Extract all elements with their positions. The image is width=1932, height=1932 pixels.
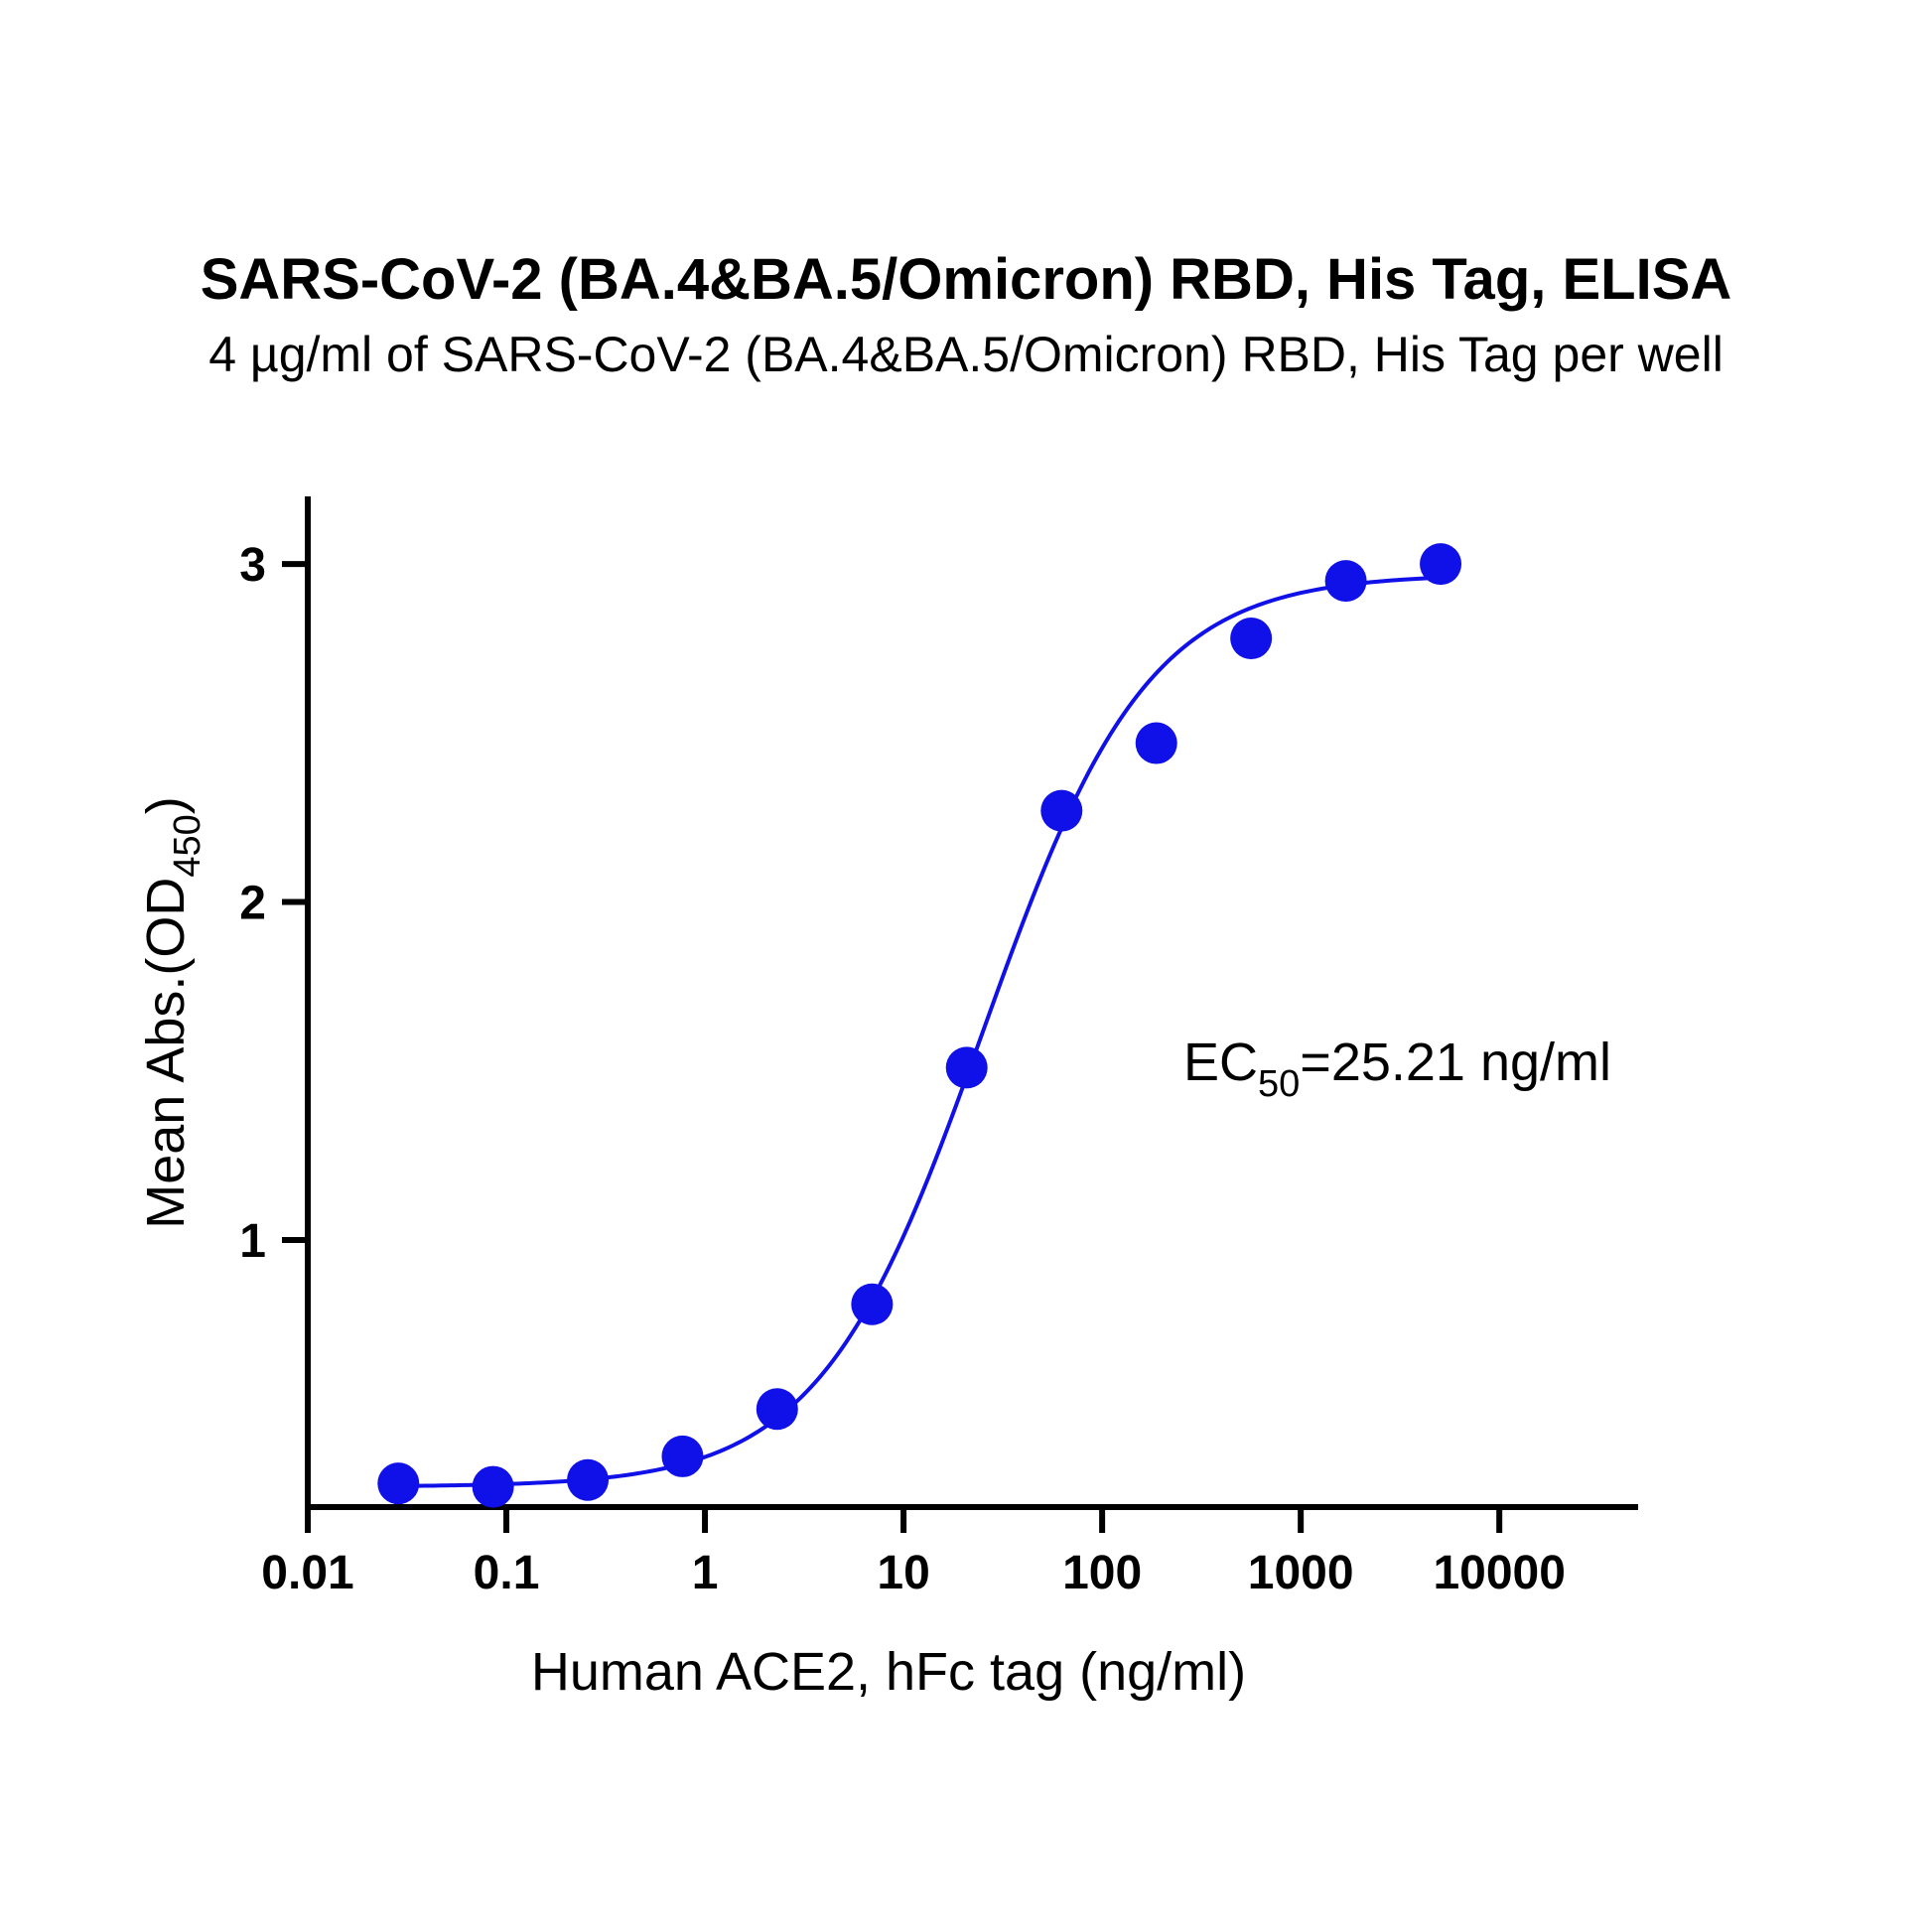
y-axis-title-close: ) — [136, 796, 196, 814]
data-point — [472, 1465, 514, 1508]
x-tick-label: 0.01 — [261, 1547, 353, 1599]
y-tick-label: 1 — [239, 1215, 266, 1268]
y-tick-label: 3 — [239, 539, 266, 592]
chart-subtitle: 4 µg/ml of SARS-CoV-2 (BA.4&BA.5/Omicron… — [208, 327, 1724, 382]
x-axis-title: Human ACE2, hFc tag (ng/ml) — [531, 1642, 1246, 1702]
y-axis-title: Mean Abs.(OD450) — [136, 796, 208, 1229]
y-tick-label: 2 — [239, 878, 266, 930]
data-point — [1040, 789, 1083, 832]
data-point — [756, 1388, 798, 1431]
x-tick-label: 100 — [1062, 1547, 1142, 1599]
fit-curve — [398, 575, 1442, 1488]
data-point — [661, 1435, 704, 1477]
y-axis-title-sub: 450 — [167, 814, 208, 877]
ec50-suffix: =25.21 ng/ml — [1300, 1033, 1611, 1092]
data-point — [1230, 617, 1273, 659]
data-point — [945, 1046, 988, 1089]
ec50-annotation: EC50=25.21 ng/ml — [1183, 1033, 1611, 1105]
ec50-prefix: EC — [1183, 1033, 1258, 1092]
x-tick-label: 0.1 — [474, 1547, 540, 1599]
data-point — [1324, 560, 1367, 603]
ec50-sub: 50 — [1258, 1063, 1300, 1105]
data-point — [377, 1462, 420, 1505]
x-tick-label: 1000 — [1248, 1547, 1354, 1599]
data-point — [851, 1283, 894, 1325]
x-tick-label: 10 — [877, 1547, 929, 1599]
data-point — [1420, 543, 1462, 586]
data-points — [377, 543, 1462, 1508]
y-axis-title-main: Mean Abs.(OD — [136, 878, 196, 1229]
data-point — [567, 1458, 610, 1501]
fit-curve-group — [398, 575, 1442, 1488]
x-tick-label: 10000 — [1433, 1547, 1565, 1599]
ticks: 0.01 0.1 1 10 100 1000 10000 1 2 3 — [239, 539, 1566, 1599]
x-tick-label: 1 — [692, 1547, 719, 1599]
axes — [305, 496, 1638, 1510]
chart-title: SARS-CoV-2 (BA.4&BA.5/Omicron) RBD, His … — [200, 247, 1732, 312]
data-point — [1135, 722, 1177, 764]
